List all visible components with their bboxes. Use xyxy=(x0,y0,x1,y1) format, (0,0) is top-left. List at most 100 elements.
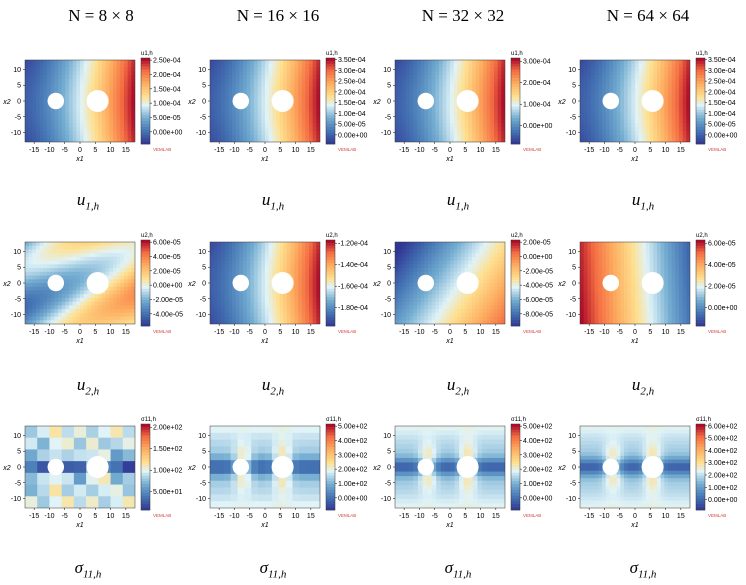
mesh-cell xyxy=(450,71,455,76)
mesh-cell xyxy=(435,305,440,310)
y-tick-label: -5 xyxy=(200,296,206,303)
mesh-cell xyxy=(594,86,599,91)
mesh-cell xyxy=(501,67,505,72)
mesh-cell xyxy=(25,86,30,91)
mesh-cell xyxy=(453,86,458,91)
mesh-cell xyxy=(395,104,400,109)
mesh-cell xyxy=(131,67,135,72)
mesh-cell xyxy=(453,316,458,321)
mesh-cell xyxy=(61,242,66,247)
mesh-cell xyxy=(657,63,662,68)
mesh-cell xyxy=(472,271,477,276)
mesh-cell xyxy=(50,89,55,94)
mesh-cell xyxy=(309,245,314,250)
colorbar-segment xyxy=(696,66,705,70)
colorbar-segment xyxy=(141,260,150,264)
mesh-cell xyxy=(420,115,425,121)
mesh-cell xyxy=(494,134,499,139)
mesh-cell xyxy=(279,294,284,299)
mesh-cell xyxy=(624,78,629,83)
mesh-cell xyxy=(682,130,687,135)
mesh-cell xyxy=(664,134,669,139)
mesh-cell xyxy=(239,320,244,324)
mesh-cell xyxy=(72,97,77,102)
mesh-cell xyxy=(591,115,596,121)
mesh-cell xyxy=(646,86,651,91)
colorbar-segment xyxy=(326,274,335,278)
mesh-cell xyxy=(213,320,218,324)
colorbar-tick-label: 5.00e-05 xyxy=(338,122,366,129)
mesh-cell xyxy=(497,112,502,117)
colorbar-segment xyxy=(141,323,150,327)
mesh-cell xyxy=(402,271,407,276)
mesh-cell xyxy=(109,67,114,72)
mesh-cell xyxy=(450,301,455,306)
colorbar-segment xyxy=(326,280,335,284)
mesh-cell xyxy=(395,74,400,80)
mesh-cell xyxy=(91,301,96,306)
mesh-cell xyxy=(124,271,129,276)
mesh-cell xyxy=(501,127,505,132)
mesh-cell xyxy=(627,101,632,106)
mesh-cell xyxy=(483,290,488,295)
mesh-cell xyxy=(213,316,218,321)
mesh-cell xyxy=(475,130,480,135)
mesh-cell xyxy=(124,301,129,306)
y-axis-label: x2 xyxy=(187,281,196,288)
mesh-cell xyxy=(116,101,121,106)
mesh-cell xyxy=(442,242,447,247)
mesh-cell xyxy=(413,89,418,94)
mesh-cell xyxy=(435,93,440,98)
mesh-cell xyxy=(424,242,429,247)
mesh-cell xyxy=(398,290,403,295)
mesh-cell xyxy=(127,112,132,117)
mesh-cell xyxy=(417,260,422,265)
mesh-cell xyxy=(294,115,299,121)
mesh-cell xyxy=(65,275,70,280)
mesh-cell xyxy=(250,123,255,128)
mesh-cell xyxy=(250,86,255,91)
mesh-cell xyxy=(254,97,259,102)
mesh-cell xyxy=(468,305,473,310)
mesh-cell xyxy=(91,253,96,258)
mesh-cell xyxy=(76,74,81,80)
x-tick-label: 5 xyxy=(463,147,467,154)
mesh-cell xyxy=(464,86,469,91)
mesh-cell xyxy=(605,112,610,117)
mesh-cell xyxy=(583,71,588,76)
mesh-cell xyxy=(439,271,444,276)
mesh-cell xyxy=(457,320,462,324)
mesh-cell xyxy=(646,60,651,65)
mesh-cell xyxy=(76,316,81,321)
mesh-cell xyxy=(660,93,665,98)
mesh-cell xyxy=(435,275,440,280)
mesh-cell xyxy=(638,97,643,102)
watermark: VEMLAB xyxy=(338,329,356,334)
mesh-cell xyxy=(261,138,266,142)
mesh-cell xyxy=(54,271,59,276)
mesh-cell xyxy=(87,290,92,295)
mesh-cell xyxy=(131,260,135,265)
mesh-cell xyxy=(461,316,466,321)
mesh-cell xyxy=(446,127,451,132)
mesh-cell xyxy=(483,127,488,132)
mesh-cell xyxy=(32,268,37,273)
mesh-cell xyxy=(228,82,233,87)
mesh-cell xyxy=(602,134,607,139)
mesh-cell xyxy=(109,63,114,68)
mesh-cell xyxy=(254,286,259,291)
mesh-cell xyxy=(221,60,226,65)
mesh-cell xyxy=(50,63,55,68)
mesh-cell xyxy=(32,71,37,76)
mesh-cell xyxy=(483,97,488,102)
mesh-cell xyxy=(580,134,585,139)
mesh-cell xyxy=(472,320,477,324)
mesh-cell xyxy=(235,108,240,113)
mesh-cell xyxy=(631,93,636,98)
mesh-cell xyxy=(272,63,277,68)
mesh-cell xyxy=(228,256,233,262)
mesh-cell xyxy=(224,123,229,128)
mesh-cell xyxy=(232,301,237,306)
